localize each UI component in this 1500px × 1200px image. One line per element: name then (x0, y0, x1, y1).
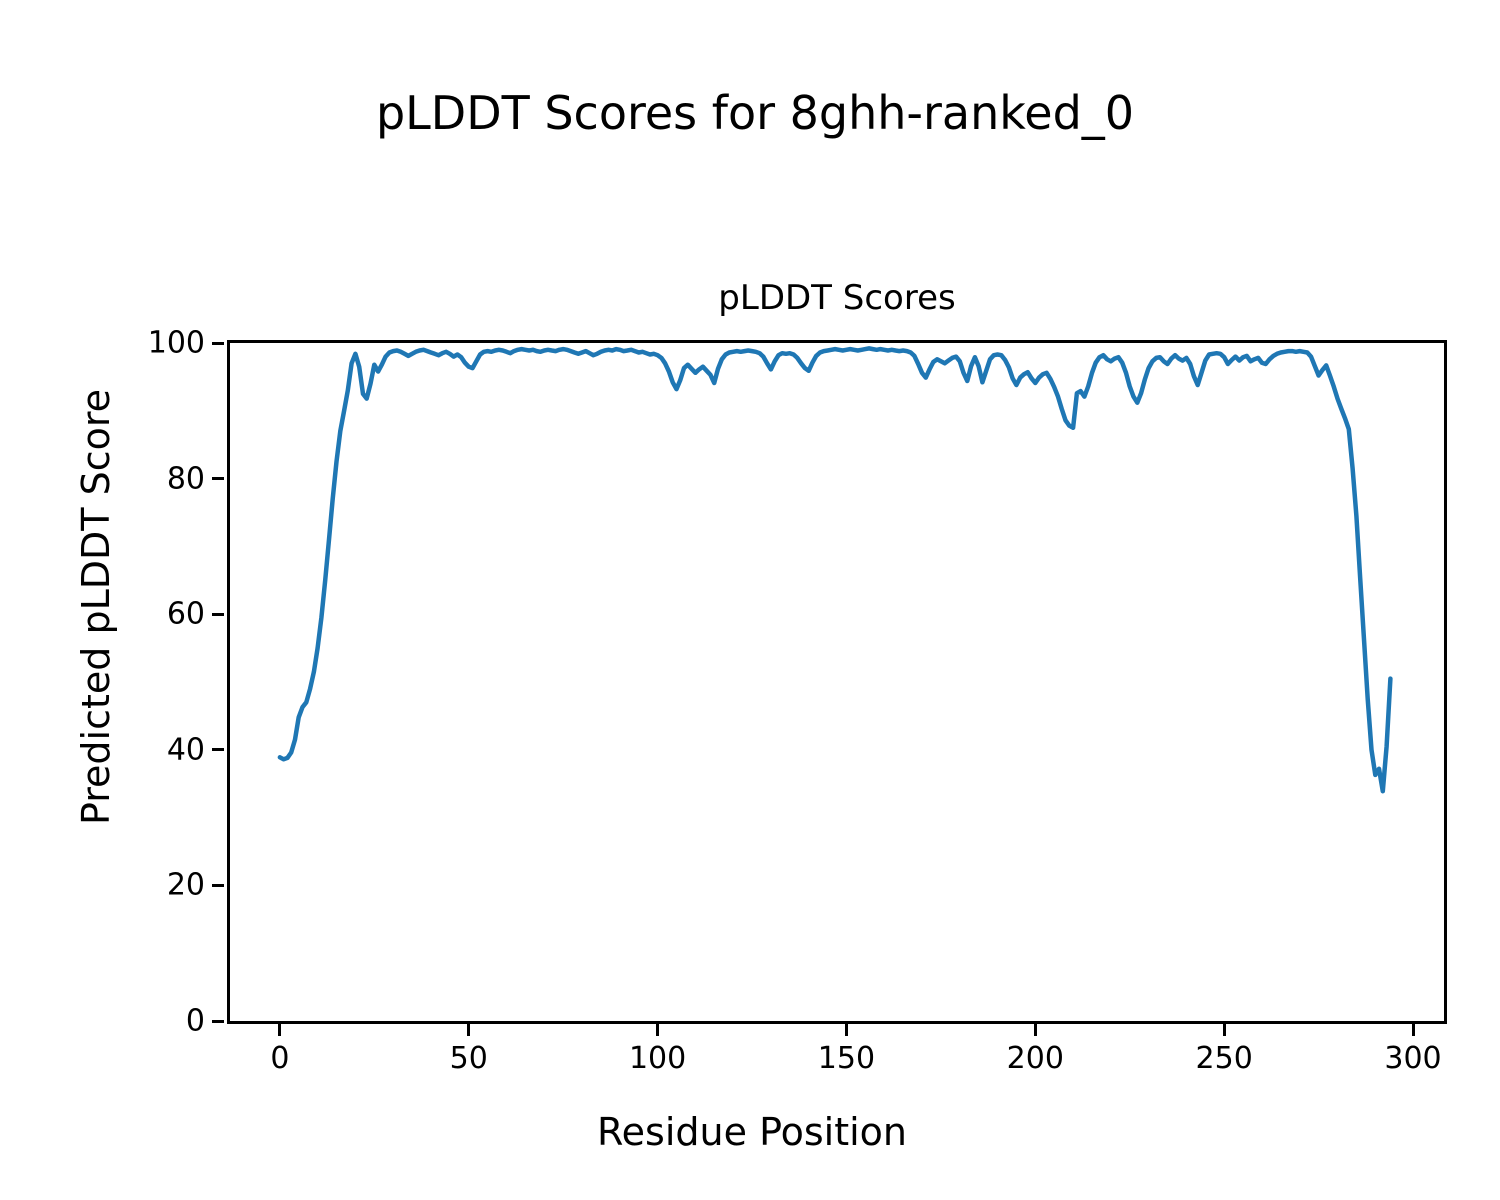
x-tick-label: 100 (628, 1041, 687, 1076)
plddt-line-series (277, 346, 1393, 794)
y-axis-label: Predicted pLDDT Score (74, 389, 118, 825)
x-tick-label: 250 (1195, 1041, 1253, 1076)
x-tick-mark (844, 1024, 848, 1036)
x-tick-label: 50 (449, 1041, 488, 1076)
y-tick-mark (212, 748, 224, 752)
y-tick-mark (212, 341, 224, 345)
x-tick-label: 200 (1006, 1041, 1064, 1076)
figure-title: pLDDT Scores for 8ghh-ranked_0 (375, 86, 1135, 140)
y-tick-label: 0 (185, 1003, 205, 1039)
x-tick-mark (1033, 1024, 1037, 1036)
x-tick-mark (1222, 1024, 1226, 1036)
axes-title: pLDDT Scores (718, 278, 956, 318)
x-tick-mark (1411, 1024, 1415, 1036)
plot-area (227, 340, 1447, 1024)
x-tick-mark (467, 1024, 471, 1036)
y-tick-mark (212, 477, 224, 481)
x-tick-mark (656, 1024, 660, 1036)
x-tick-mark (278, 1024, 282, 1036)
x-tick-label: 300 (1384, 1041, 1442, 1076)
x-tick-label: 0 (270, 1041, 290, 1076)
x-axis-label: Residue Position (596, 1110, 908, 1154)
y-tick-mark (212, 1019, 224, 1023)
y-tick-label: 60 (166, 596, 205, 632)
y-tick-label: 100 (147, 325, 205, 361)
x-tick-label: 150 (817, 1041, 876, 1076)
y-tick-label: 20 (166, 867, 205, 903)
y-tick-label: 40 (166, 732, 205, 768)
y-tick-mark (212, 612, 224, 616)
plddt-line-chart (277, 346, 1393, 794)
y-tick-mark (212, 883, 224, 887)
y-tick-label: 80 (166, 461, 205, 497)
